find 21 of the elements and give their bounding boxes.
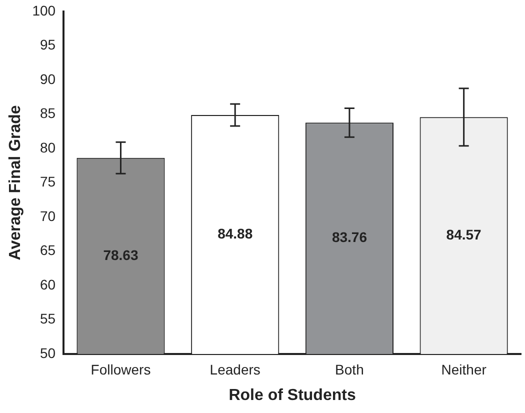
x-tick-label: Leaders <box>210 361 260 378</box>
y-tick-label: 50 <box>40 344 56 361</box>
data-label: 83.76 <box>332 229 368 246</box>
y-tick-label: 100 <box>32 2 56 18</box>
y-tick-label: 75 <box>40 174 56 190</box>
x-axis-title: Role of Students <box>228 386 356 404</box>
y-tick-label: 70 <box>40 208 56 224</box>
y-tick-label: 80 <box>40 139 56 156</box>
y-tick-label: 90 <box>40 70 56 87</box>
y-axis-title: Average Final Grade <box>7 105 24 260</box>
x-tick-label: Neither <box>441 361 487 378</box>
x-tick-label: Followers <box>90 361 151 378</box>
y-tick-label: 95 <box>40 36 56 53</box>
y-tick-label: 55 <box>40 310 56 327</box>
data-label: 84.57 <box>446 226 482 242</box>
data-label: 78.63 <box>103 246 138 263</box>
y-tick-label: 65 <box>40 242 56 258</box>
y-tick-label: 85 <box>40 105 56 122</box>
data-label: 84.88 <box>218 225 253 242</box>
x-tick-label: Both <box>335 361 364 378</box>
y-tick-label: 60 <box>40 276 56 292</box>
